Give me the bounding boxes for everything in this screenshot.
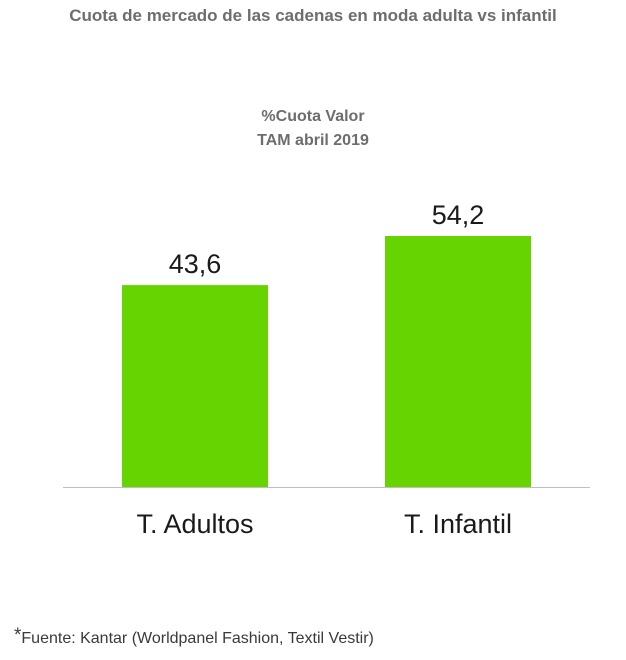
category-label-1: T. Adultos xyxy=(136,509,253,539)
chart-title: %Cuota Valor xyxy=(261,108,365,125)
bar-1 xyxy=(122,285,268,487)
value-label-2: 54,2 xyxy=(432,200,485,230)
page-title: Cuota de mercado de las cadenas en moda … xyxy=(69,6,557,25)
chart-subtitle: TAM abril 2019 xyxy=(257,132,369,149)
value-label-1: 43,6 xyxy=(169,249,222,279)
category-label-2: T. Infantil xyxy=(404,509,512,539)
footnote-asterisk: * xyxy=(14,625,22,646)
bar-2 xyxy=(385,236,531,487)
source-text: Fuente: Kantar (Worldpanel Fashion, Text… xyxy=(21,630,374,647)
source-footnote: *Fuente: Kantar (Worldpanel Fashion, Tex… xyxy=(14,625,374,648)
